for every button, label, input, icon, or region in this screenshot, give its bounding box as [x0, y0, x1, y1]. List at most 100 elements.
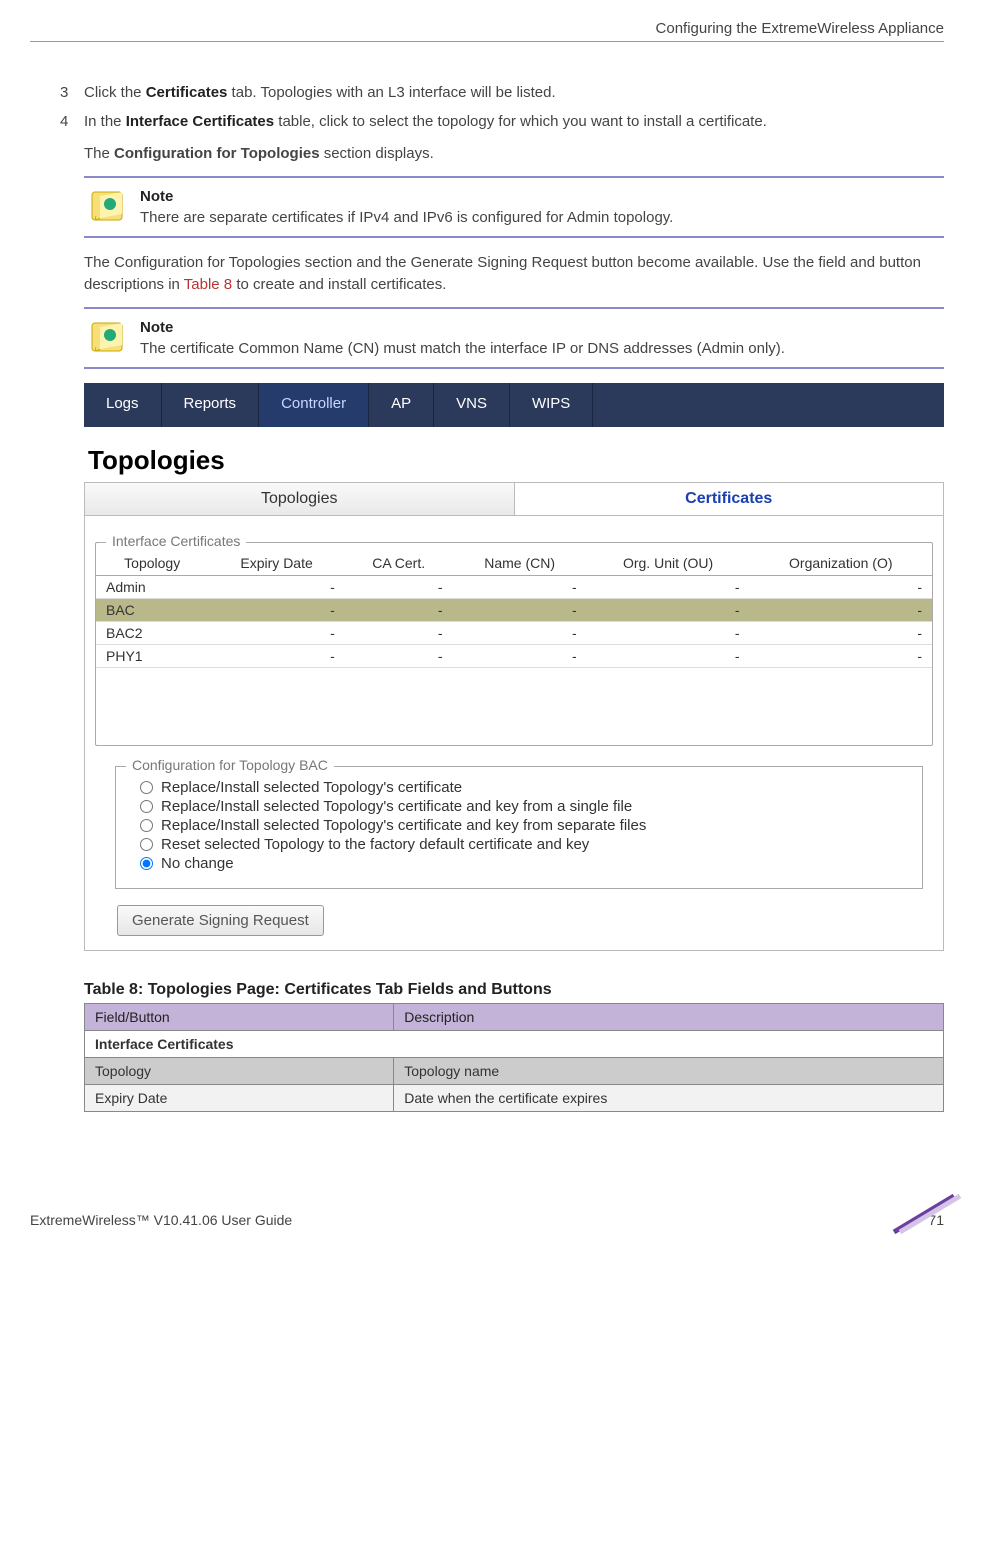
- page-title: Topologies: [88, 445, 944, 476]
- text: to create and install certificates.: [232, 276, 446, 293]
- config-topology-fieldset: Configuration for Topology BAC Replace/I…: [115, 766, 923, 889]
- note-body: The certificate Common Name (CN) must ma…: [140, 340, 785, 357]
- ref-col-desc: Description: [394, 1004, 944, 1031]
- cell: -: [208, 621, 344, 644]
- col-cacert: CA Cert.: [345, 551, 453, 576]
- radio-replace-cert[interactable]: [140, 781, 153, 794]
- ref-cell: Date when the certificate expires: [394, 1085, 944, 1112]
- generate-signing-request-button[interactable]: Generate Signing Request: [117, 905, 324, 936]
- note-title: Note: [140, 317, 785, 338]
- radio-reset-factory[interactable]: [140, 838, 153, 851]
- note-title: Note: [140, 186, 673, 207]
- ref-cell: Topology: [85, 1058, 394, 1085]
- paragraph: The Configuration for Topologies section…: [84, 143, 944, 166]
- ref-cell: Expiry Date: [85, 1085, 394, 1112]
- col-ou: Org. Unit (OU): [587, 551, 750, 576]
- tab-ap[interactable]: AP: [369, 383, 434, 427]
- table-spacer: [96, 667, 932, 727]
- cell: -: [587, 598, 750, 621]
- page-header: Configuring the ExtremeWireless Applianc…: [30, 20, 944, 42]
- note-icon: [88, 317, 128, 357]
- ref-cell: Topology name: [394, 1058, 944, 1085]
- cell: BAC2: [96, 621, 208, 644]
- radio-no-change[interactable]: [140, 857, 153, 870]
- text: The: [84, 145, 114, 162]
- cell: -: [345, 575, 453, 598]
- table-row[interactable]: BAC2 - - - - -: [96, 621, 932, 644]
- tab-controller[interactable]: Controller: [259, 383, 369, 427]
- note-callout: Note The certificate Common Name (CN) mu…: [84, 307, 944, 369]
- note-body: There are separate certificates if IPv4 …: [140, 209, 673, 226]
- footer-product: ExtremeWireless™ V10.41.06 User Guide: [30, 1212, 292, 1228]
- cell: -: [345, 598, 453, 621]
- cell: -: [345, 621, 453, 644]
- cell: -: [750, 598, 932, 621]
- radio-label: No change: [161, 855, 234, 872]
- cell: -: [345, 644, 453, 667]
- tab-reports[interactable]: Reports: [162, 383, 260, 427]
- step-body: Click the Certificates tab. Topologies w…: [84, 82, 944, 105]
- ref-section-header: Interface Certificates: [85, 1031, 944, 1058]
- radio-label: Replace/Install selected Topology's cert…: [161, 798, 632, 815]
- radio-label: Reset selected Topology to the factory d…: [161, 836, 589, 853]
- cell: -: [453, 575, 587, 598]
- cell: -: [750, 621, 932, 644]
- step-text: Click the: [84, 84, 146, 101]
- app-nav-tabs: Logs Reports Controller AP VNS WIPS: [84, 383, 944, 427]
- text-bold: Configuration for Topologies: [114, 145, 320, 162]
- col-expiry: Expiry Date: [208, 551, 344, 576]
- fieldset-legend: Configuration for Topology BAC: [126, 757, 334, 773]
- col-org: Organization (O): [750, 551, 932, 576]
- cell: -: [750, 644, 932, 667]
- radio-label: Replace/Install selected Topology's cert…: [161, 817, 646, 834]
- table-caption: Table 8: Topologies Page: Certificates T…: [84, 981, 944, 999]
- table-reference-link[interactable]: Table 8: [184, 276, 232, 293]
- tab-wips[interactable]: WIPS: [510, 383, 593, 427]
- text: section displays.: [320, 145, 434, 162]
- footer-decoration-icon: [884, 1194, 964, 1234]
- tab-filler: [593, 383, 944, 427]
- step-number: 4: [60, 111, 84, 134]
- radio-label: Replace/Install selected Topology's cert…: [161, 779, 462, 796]
- cell: Admin: [96, 575, 208, 598]
- cell: -: [587, 644, 750, 667]
- cell: BAC: [96, 598, 208, 621]
- step-body: In the Interface Certificates table, cli…: [84, 111, 944, 134]
- interface-certificates-fieldset: Interface Certificates Topology Expiry D…: [95, 542, 933, 747]
- cell: -: [587, 575, 750, 598]
- tab-logs[interactable]: Logs: [84, 383, 162, 427]
- table-row[interactable]: BAC - - - - -: [96, 598, 932, 621]
- cell: PHY1: [96, 644, 208, 667]
- step-text: tab. Topologies with an L3 interface wil…: [227, 84, 555, 101]
- cell: -: [587, 621, 750, 644]
- step-bold: Certificates: [146, 84, 228, 101]
- step-text: table, click to select the topology for …: [274, 113, 767, 130]
- reference-table: Field/Button Description Interface Certi…: [84, 1003, 944, 1112]
- cell: -: [208, 575, 344, 598]
- subtab-topologies[interactable]: Topologies: [85, 483, 515, 515]
- col-topology: Topology: [96, 551, 208, 576]
- table-row[interactable]: Admin - - - - -: [96, 575, 932, 598]
- step-bold: Interface Certificates: [126, 113, 274, 130]
- table-row[interactable]: PHY1 - - - - -: [96, 644, 932, 667]
- tab-vns[interactable]: VNS: [434, 383, 510, 427]
- radio-replace-separate[interactable]: [140, 819, 153, 832]
- cell: -: [208, 644, 344, 667]
- cell: -: [208, 598, 344, 621]
- subtab-certificates[interactable]: Certificates: [515, 483, 944, 515]
- certificates-table: Topology Expiry Date CA Cert. Name (CN) …: [96, 551, 932, 728]
- cell: -: [750, 575, 932, 598]
- cell: -: [453, 621, 587, 644]
- col-cn: Name (CN): [453, 551, 587, 576]
- note-icon: [88, 186, 128, 226]
- paragraph: The Configuration for Topologies section…: [84, 252, 944, 297]
- cell: -: [453, 598, 587, 621]
- cell: -: [453, 644, 587, 667]
- fieldset-legend: Interface Certificates: [106, 533, 246, 549]
- note-callout: Note There are separate certificates if …: [84, 176, 944, 238]
- ref-col-field: Field/Button: [85, 1004, 394, 1031]
- step-number: 3: [60, 82, 84, 105]
- step-text: In the: [84, 113, 126, 130]
- sub-tabs: Topologies Certificates: [84, 482, 944, 516]
- radio-replace-single[interactable]: [140, 800, 153, 813]
